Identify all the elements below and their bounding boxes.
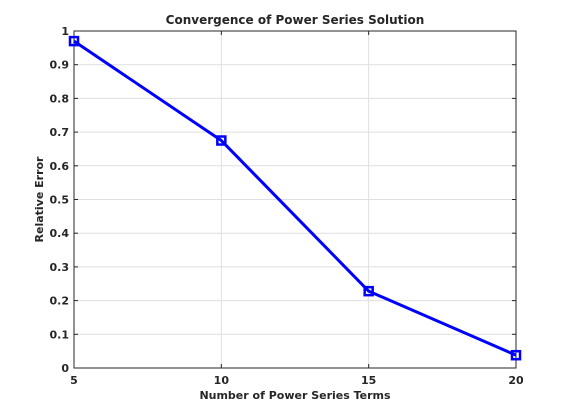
y-tick-label: 1 bbox=[61, 25, 69, 38]
y-tick-label: 0.8 bbox=[50, 92, 70, 105]
y-axis-label: Relative Error bbox=[33, 156, 46, 243]
series-layer bbox=[68, 35, 522, 361]
y-tick-label: 0.6 bbox=[50, 160, 70, 173]
y-tick-label: 0.7 bbox=[50, 126, 70, 139]
series-line bbox=[73, 39, 517, 357]
x-tick-label: 5 bbox=[70, 374, 78, 387]
data-point-marker bbox=[68, 35, 80, 47]
y-axis-ticks: 0 0.1 0.2 0.3 0.4 0.5 0.6 0.7 0.8 0.9 1 bbox=[50, 25, 516, 375]
x-axis-ticks: 5 10 15 20 bbox=[70, 31, 524, 387]
y-tick-label: 0.1 bbox=[50, 328, 70, 341]
data-point-marker bbox=[363, 285, 374, 297]
y-tick-label: 0 bbox=[61, 362, 69, 375]
x-tick-label: 10 bbox=[214, 374, 230, 387]
x-axis-label: Number of Power Series Terms bbox=[199, 389, 391, 402]
x-tick-label: 20 bbox=[508, 374, 524, 387]
y-tick-label: 0.2 bbox=[50, 295, 70, 308]
data-point-marker bbox=[510, 349, 522, 361]
x-tick-label: 15 bbox=[361, 374, 376, 387]
y-tick-label: 0.5 bbox=[50, 194, 70, 207]
chart-title: Convergence of Power Series Solution bbox=[166, 13, 425, 27]
data-point-marker bbox=[216, 135, 227, 146]
y-tick-label: 0.4 bbox=[50, 227, 70, 240]
y-tick-label: 0.9 bbox=[50, 59, 70, 72]
y-tick-label: 0.3 bbox=[50, 261, 70, 274]
